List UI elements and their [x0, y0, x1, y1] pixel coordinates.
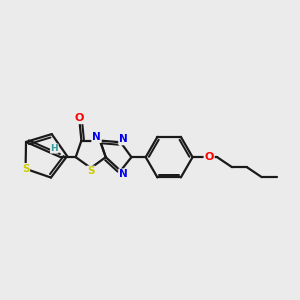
Text: N: N — [92, 132, 101, 142]
Text: S: S — [22, 164, 29, 174]
Text: S: S — [87, 167, 94, 176]
Text: H: H — [50, 144, 58, 153]
Text: N: N — [119, 169, 128, 179]
Text: O: O — [75, 113, 84, 123]
Text: O: O — [205, 152, 214, 162]
Text: N: N — [119, 134, 128, 144]
